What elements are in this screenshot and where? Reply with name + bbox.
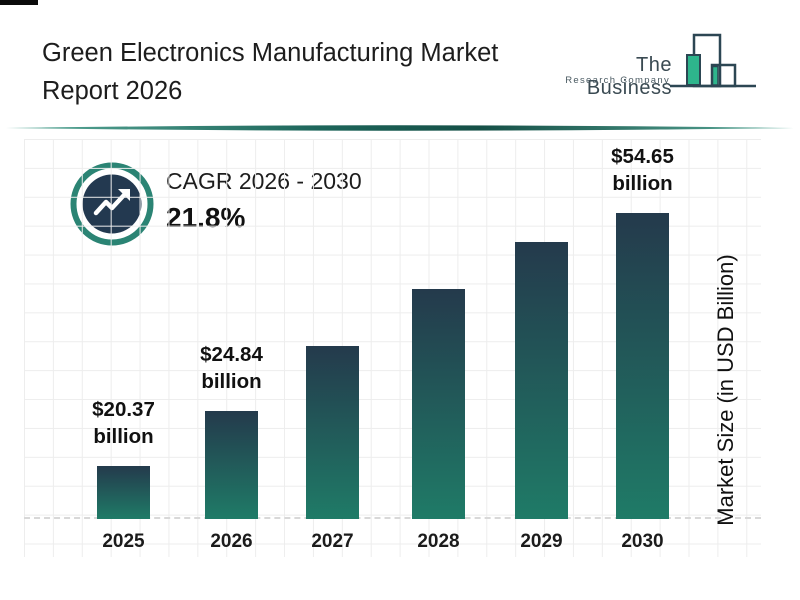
x-tick-2029: 2029 <box>520 531 563 552</box>
bar-2029 <box>515 242 568 519</box>
y-axis-label: Market Size (in USD Billion) <box>713 254 738 526</box>
page-title-line1: Green Electronics Manufacturing Market <box>42 39 499 67</box>
x-tick-2030: 2030 <box>621 531 664 552</box>
corner-mark <box>0 0 38 5</box>
page-title-line2: Report 2026 <box>42 77 183 105</box>
bar-2027 <box>306 346 359 519</box>
bar-2030 <box>616 213 669 519</box>
x-tick-2026: 2026 <box>210 531 253 552</box>
chart-baseline <box>24 517 761 519</box>
value-label-2030: $54.65 billion <box>611 145 674 195</box>
bar-2026 <box>205 411 258 519</box>
bar-2028 <box>412 289 465 519</box>
x-tick-2028: 2028 <box>417 531 460 552</box>
page-title: Green Electronics Manufacturing Market R… <box>42 34 572 110</box>
bar-2025 <box>97 466 150 519</box>
value-label-2026: $24.84 billion <box>200 343 263 393</box>
logo-bars-icon <box>670 33 756 88</box>
x-tick-2025: 2025 <box>102 531 145 552</box>
header-divider <box>6 125 794 131</box>
logo-subname: Research Company <box>565 75 670 86</box>
logo-name: The Business <box>586 54 672 99</box>
x-tick-2027: 2027 <box>311 531 354 552</box>
value-label-2025: $20.37 billion <box>92 398 155 448</box>
